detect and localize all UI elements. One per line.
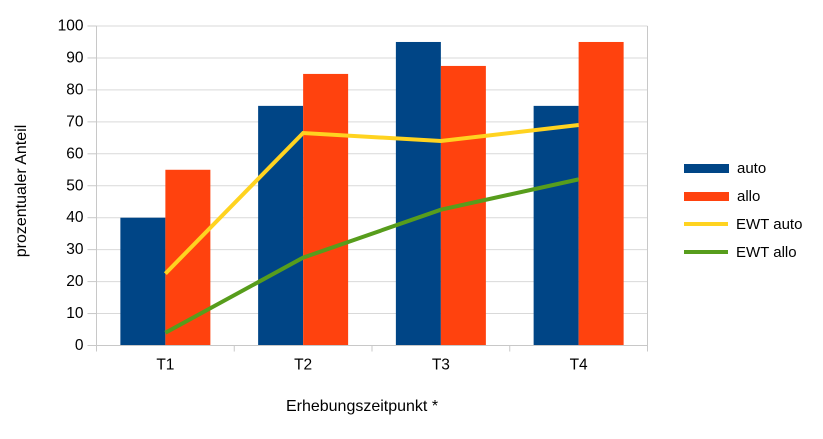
bar-auto-T4 xyxy=(533,105,579,346)
x-category-label: T2 xyxy=(294,357,312,374)
line-EWT-allo xyxy=(164,177,580,335)
y-tick-label: 90 xyxy=(66,49,84,66)
legend-label: allo xyxy=(737,187,761,205)
y-tick-label: 70 xyxy=(66,113,84,130)
bar-auto-T1 xyxy=(120,217,166,346)
y-tick-label: 50 xyxy=(66,177,84,194)
y-tick-label: 60 xyxy=(66,145,84,162)
bar-auto-T3 xyxy=(395,41,441,346)
legend-label: EWT auto xyxy=(736,215,803,233)
legend-item-EWT-auto: EWT auto xyxy=(684,215,802,233)
legend-label: EWT allo xyxy=(736,243,797,261)
legend-item-auto: auto xyxy=(684,159,802,177)
y-tick-label: 20 xyxy=(66,273,84,290)
x-axis-title: Erhebungszeitpunkt * xyxy=(285,398,439,415)
legend-swatch-bar xyxy=(684,163,729,173)
y-tick-label: 10 xyxy=(66,305,84,322)
legend-label: auto xyxy=(737,159,767,177)
legend: auto allo EWT auto EWT allo xyxy=(684,159,802,261)
x-category-label: T3 xyxy=(432,357,450,374)
legend-item-EWT-allo: EWT allo xyxy=(684,243,802,261)
legend-swatch-line xyxy=(684,250,728,254)
legend-item-allo: allo xyxy=(684,187,802,205)
bar-allo-T2 xyxy=(303,73,349,346)
bar-auto-T2 xyxy=(258,105,304,346)
legend-swatch-bar xyxy=(684,191,729,201)
y-tick-label: 80 xyxy=(66,81,84,98)
y-tick-label: 30 xyxy=(66,241,84,258)
x-category-label: T1 xyxy=(156,357,174,374)
legend-swatch-line xyxy=(684,222,728,226)
y-tick-label: 40 xyxy=(66,209,84,226)
y-tick-label: 0 xyxy=(75,337,84,354)
line-EWT-auto xyxy=(163,123,579,276)
y-axis-title: prozentualer Anteil xyxy=(13,124,30,258)
y-tick-label: 100 xyxy=(58,18,84,35)
x-category-label: T4 xyxy=(570,357,588,374)
bar-allo-T4 xyxy=(578,41,624,346)
bar-allo-T1 xyxy=(165,169,211,346)
